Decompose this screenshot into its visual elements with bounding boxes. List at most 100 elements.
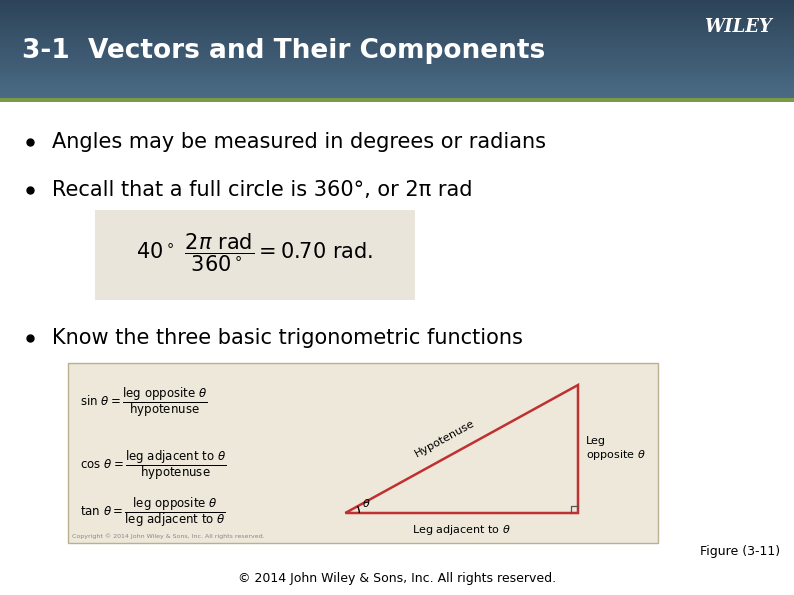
Bar [0, 2, 794, 4]
Bar [95, 210, 415, 300]
Bar [0, 39, 794, 40]
Bar [0, 70, 794, 71]
Bar [0, 92, 794, 93]
Bar [0, 90, 794, 92]
Text: $\cos\,\theta = \dfrac{\mathrm{leg\ adjacent\ to}\ \theta}{\mathrm{hypotenuse}}$: $\cos\,\theta = \dfrac{\mathrm{leg\ adja… [80, 448, 226, 482]
Bar [0, 37, 794, 39]
Bar [0, 62, 794, 64]
Bar [0, 1, 794, 2]
Bar [0, 15, 794, 17]
Text: $40^\circ\ \dfrac{2\pi\ \mathrm{rad}}{360^\circ} = 0.70\ \mathrm{rad.}$: $40^\circ\ \dfrac{2\pi\ \mathrm{rad}}{36… [137, 231, 373, 274]
Bar [0, 86, 794, 88]
Bar [0, 24, 794, 26]
Text: Leg
opposite $\theta$: Leg opposite $\theta$ [586, 436, 646, 462]
Bar [0, 33, 794, 35]
Bar [0, 14, 794, 16]
Bar [0, 21, 794, 23]
Text: Recall that a full circle is 360°, or 2π rad: Recall that a full circle is 360°, or 2π… [52, 180, 472, 200]
Bar [0, 96, 794, 98]
Bar [0, 8, 794, 10]
Bar [0, 87, 794, 89]
Text: WILEY: WILEY [704, 18, 772, 36]
Bar [0, 67, 794, 68]
Bar [0, 74, 794, 76]
Bar [0, 54, 794, 55]
Bar [0, 46, 794, 48]
Text: $\theta$: $\theta$ [362, 497, 371, 509]
Bar [0, 0, 794, 1]
Bar [0, 5, 794, 7]
Bar [0, 71, 794, 72]
Bar [0, 11, 794, 12]
Bar [0, 58, 794, 60]
Text: © 2014 John Wiley & Sons, Inc. All rights reserved.: © 2014 John Wiley & Sons, Inc. All right… [238, 572, 556, 585]
Bar [0, 10, 794, 11]
Bar [0, 45, 794, 46]
Bar [0, 34, 794, 36]
Text: Hypotenuse: Hypotenuse [414, 418, 477, 459]
Bar [0, 36, 794, 38]
Bar [0, 65, 794, 67]
Bar [0, 77, 794, 79]
Bar [0, 28, 794, 29]
Bar [0, 51, 794, 53]
Bar [0, 26, 794, 28]
Bar [0, 50, 794, 51]
Bar [0, 41, 794, 43]
Bar [68, 363, 658, 543]
Bar [0, 20, 794, 22]
Bar [0, 25, 794, 27]
Bar [0, 64, 794, 66]
Bar [0, 93, 794, 95]
Text: Leg adjacent to $\theta$: Leg adjacent to $\theta$ [412, 523, 511, 537]
Bar [0, 76, 794, 77]
Text: Know the three basic trigonometric functions: Know the three basic trigonometric funct… [52, 328, 523, 348]
Bar [0, 79, 794, 81]
Bar [0, 73, 794, 75]
Bar [0, 98, 794, 102]
Bar [0, 60, 794, 61]
Text: Angles may be measured in degrees or radians: Angles may be measured in degrees or rad… [52, 132, 546, 152]
Text: $\tan\,\theta = \dfrac{\mathrm{leg\ opposite}\ \theta}{\mathrm{leg\ adjacent\ to: $\tan\,\theta = \dfrac{\mathrm{leg\ oppo… [80, 495, 226, 529]
Text: 3-1  Vectors and Their Components: 3-1 Vectors and Their Components [22, 38, 545, 64]
Bar [0, 56, 794, 58]
Text: Copyright © 2014 John Wiley & Sons, Inc. All rights reserved.: Copyright © 2014 John Wiley & Sons, Inc.… [72, 533, 264, 539]
Bar [0, 52, 794, 54]
Bar [0, 61, 794, 62]
Bar [0, 43, 794, 45]
Bar [0, 32, 794, 33]
Bar [0, 68, 794, 70]
Bar [0, 13, 794, 15]
Bar [0, 95, 794, 97]
Bar [0, 29, 794, 30]
Bar [0, 30, 794, 32]
Bar [0, 3, 794, 5]
Bar [0, 89, 794, 90]
Bar [0, 94, 794, 96]
Bar [0, 85, 794, 87]
Bar [0, 19, 794, 21]
Bar [0, 82, 794, 83]
Bar [0, 72, 794, 74]
Bar [0, 47, 794, 49]
Text: Figure (3-11): Figure (3-11) [700, 545, 780, 558]
Text: $\sin\,\theta = \dfrac{\mathrm{leg\ opposite}\ \theta}{\mathrm{hypotenuse}}$: $\sin\,\theta = \dfrac{\mathrm{leg\ oppo… [80, 385, 207, 419]
Bar [0, 18, 794, 20]
Bar [0, 4, 794, 6]
Bar [0, 17, 794, 18]
Bar [0, 83, 794, 84]
Bar [0, 7, 794, 8]
Bar [0, 40, 794, 42]
Bar [0, 78, 794, 80]
Bar [0, 49, 794, 50]
Bar [0, 84, 794, 86]
Bar [0, 23, 794, 24]
Bar [0, 12, 794, 14]
Bar [0, 55, 794, 57]
Bar [0, 63, 794, 65]
Bar [0, 35, 794, 37]
Bar [0, 80, 794, 82]
Bar [0, 102, 794, 595]
Bar [0, 57, 794, 59]
Bar [0, 42, 794, 44]
